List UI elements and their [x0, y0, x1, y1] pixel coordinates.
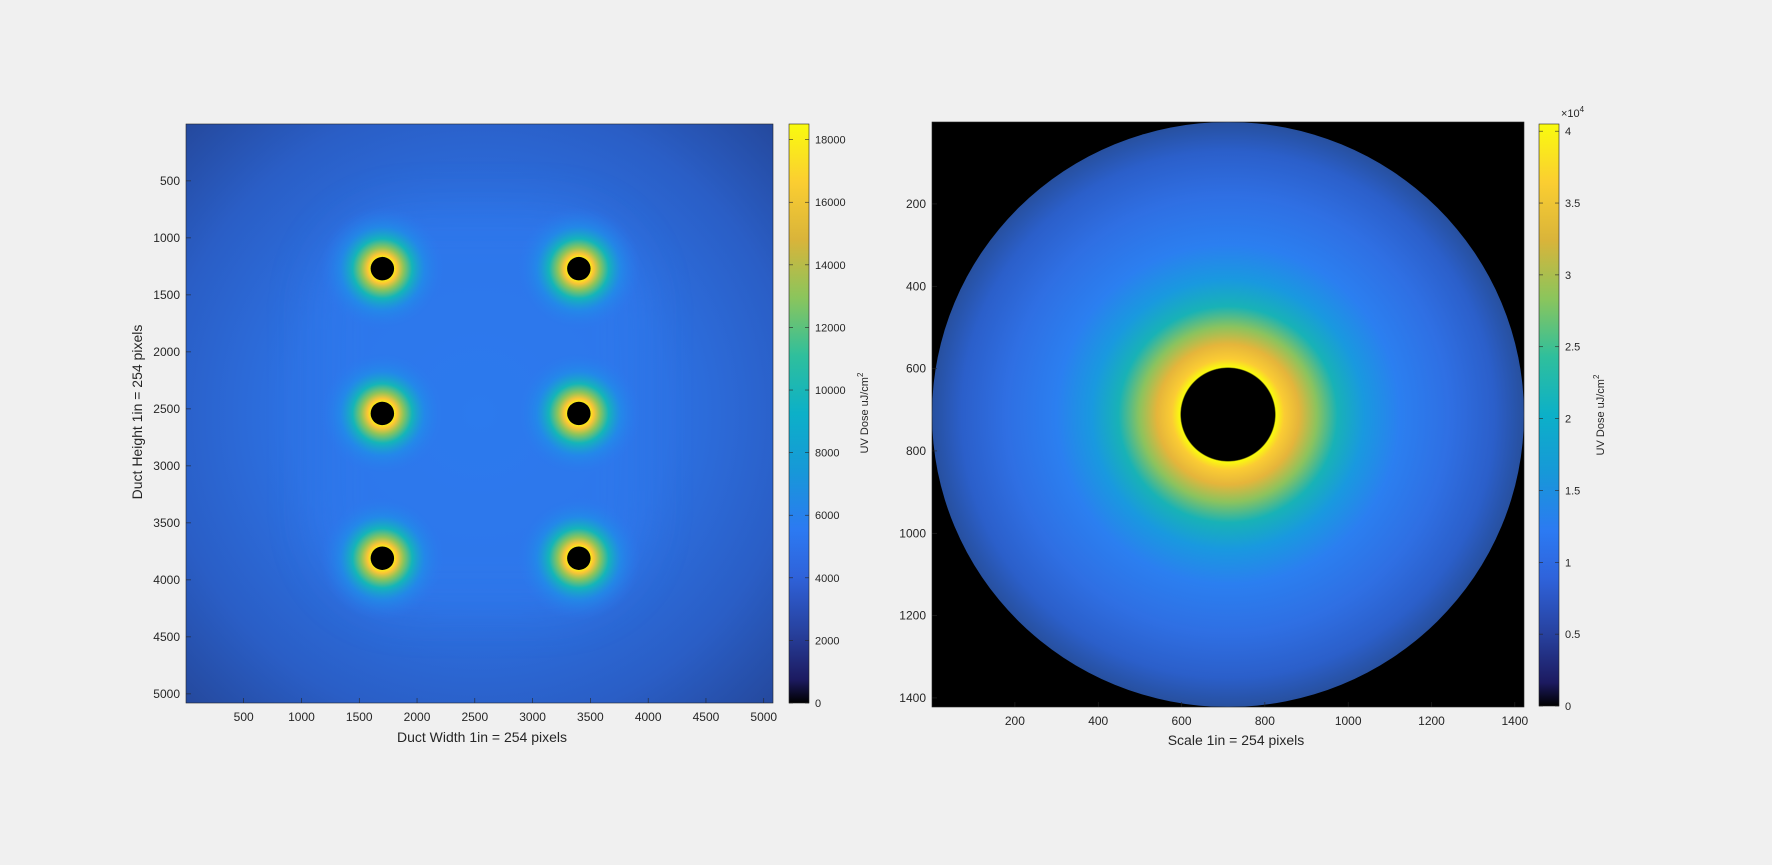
x-axis-label: Scale 1in = 254 pixels	[1168, 732, 1305, 748]
x-tick-label: 3000	[519, 710, 546, 724]
colorbar-tick-label: 0	[1565, 701, 1571, 713]
colorbar-tick-group: 0 2000 4000 6000 8000 10000 12000 14000 16000 180…	[789, 135, 846, 710]
lamp-core	[370, 401, 395, 426]
y-tick-group: 500 1000 1500 2000 2500 3000 3500 4000 4500 5000	[153, 174, 191, 701]
y-tick-label: 600	[906, 362, 926, 376]
x-tick-group: 200 400 600 800 1000 1200 1400	[1005, 702, 1529, 728]
x-tick-label: 1500	[346, 710, 373, 724]
colorbar-scale	[1538, 123, 1560, 707]
y-tick-label: 1000	[153, 231, 180, 245]
colorbar-tick-label: 14000	[815, 260, 846, 272]
y-tick-label: 1400	[899, 691, 926, 705]
colorbar-scale	[788, 123, 810, 704]
plot-box	[931, 121, 1525, 708]
x-tick-label: 4000	[635, 710, 662, 724]
colorbar-tick-group: 0 0.5 1 1.5 2 2.5 3 3.5 4	[1539, 126, 1580, 713]
colorbar-tick-label: 0	[815, 698, 821, 710]
y-tick-label: 1500	[153, 288, 180, 302]
y-tick-label: 500	[160, 174, 180, 188]
colorbar-right: 0 0.5 1 1.5 2 2.5 3 3.5 4 ×104 UV Dose uJ/cm2	[1538, 105, 1607, 713]
colorbar-tick-label: 2.5	[1565, 342, 1580, 354]
colorbar-tick-label: 16000	[815, 197, 846, 209]
y-tick-label: 2000	[153, 345, 180, 359]
x-tick-label: 2500	[461, 710, 488, 724]
colorbar-tick-label: 3	[1565, 270, 1571, 282]
lamp-ring-heatmap: 200 400 600 800 1000 1200 1400 200 400 600 800 100…	[899, 121, 1529, 748]
y-axis-label: Duct Height 1in = 254 pixels	[129, 325, 145, 500]
y-tick-label: 1200	[899, 609, 926, 623]
colorbar-tick-label: 2000	[815, 635, 839, 647]
x-tick-label: 500	[234, 710, 254, 724]
plot-box	[185, 123, 774, 704]
colorbar-tick-label: 1.5	[1565, 485, 1580, 497]
colorbar-tick-label: 12000	[815, 322, 846, 334]
y-tick-label: 3500	[153, 516, 180, 530]
colorbar-label: UV Dose uJ/cm2	[856, 372, 871, 453]
y-tick-label: 400	[906, 279, 926, 293]
colorbar-tick-label: 4000	[815, 573, 839, 585]
x-axis-label: Duct Width 1in = 254 pixels	[397, 729, 567, 745]
y-tick-label: 3000	[153, 459, 180, 473]
lamp-core	[567, 546, 591, 570]
colorbar-tick-label: 4	[1565, 126, 1571, 138]
colorbar-tick-label: 6000	[815, 510, 839, 522]
x-tick-label: 4500	[693, 710, 720, 724]
x-tick-label: 5000	[750, 710, 777, 724]
colorbar-tick-label: 3.5	[1565, 198, 1580, 210]
colorbar-tick-label: 0.5	[1565, 629, 1580, 641]
x-tick-label: 1000	[1335, 714, 1362, 728]
lamp-group	[320, 206, 641, 621]
x-tick-label: 2000	[404, 710, 431, 724]
dose-field-disc	[932, 122, 1524, 707]
x-tick-label: 800	[1255, 714, 1275, 728]
colorbar-tick-label: 2	[1565, 414, 1571, 426]
x-tick-label: 400	[1088, 714, 1108, 728]
colorbar-tick-label: 18000	[815, 135, 846, 147]
y-tick-label: 2500	[153, 402, 180, 416]
lamp-core	[567, 401, 591, 426]
x-tick-label: 1000	[288, 710, 315, 724]
colorbar-label: UV Dose uJ/cm2	[1592, 374, 1607, 455]
y-tick-label: 4000	[153, 573, 180, 587]
colorbar-tick-label: 1	[1565, 557, 1571, 569]
duct-heatmap: 500 1000 1500 2000 2500 3000 3500 4000 4500 5000 …	[129, 123, 777, 745]
colorbar-tick-label: 10000	[815, 385, 846, 397]
lamp-core	[370, 256, 395, 281]
lamp-core	[567, 256, 591, 281]
y-tick-label: 1000	[899, 526, 926, 540]
y-tick-group: 200 400 600 800 1000 1200 1400	[899, 197, 937, 705]
y-tick-label: 4500	[153, 630, 180, 644]
colorbar-exponent: ×104	[1561, 105, 1585, 120]
y-tick-label: 200	[906, 197, 926, 211]
y-tick-label: 800	[906, 444, 926, 458]
x-tick-label: 1200	[1418, 714, 1445, 728]
lamp-core	[370, 546, 395, 570]
y-tick-label: 5000	[153, 687, 180, 701]
colorbar-left: 0 2000 4000 6000 8000 10000 12000 14000 16000 180…	[788, 123, 871, 710]
x-tick-label: 200	[1005, 714, 1025, 728]
x-tick-label: 600	[1172, 714, 1192, 728]
x-tick-label: 1400	[1501, 714, 1528, 728]
x-tick-group: 500 1000 1500 2000 2500 3000 3500 4000 4500 5000	[234, 698, 777, 724]
x-tick-label: 3500	[577, 710, 604, 724]
colorbar-tick-label: 8000	[815, 448, 839, 460]
